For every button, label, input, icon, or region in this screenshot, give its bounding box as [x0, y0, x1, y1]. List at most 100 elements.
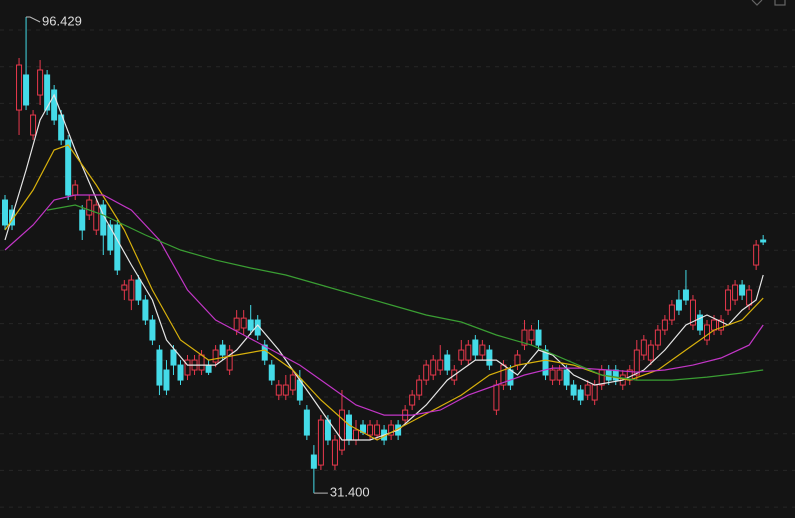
window-icon[interactable]	[774, 0, 786, 6]
candle-body	[563, 369, 570, 386]
candle-body	[472, 339, 479, 356]
candle-body	[93, 204, 100, 231]
candle-body	[514, 354, 521, 366]
candle-body	[430, 359, 437, 376]
candle-body	[135, 279, 142, 301]
candle-body	[732, 284, 739, 301]
candle-body	[640, 339, 647, 356]
candle-body	[226, 349, 233, 371]
candle-body	[338, 409, 345, 451]
candle-body	[689, 299, 696, 326]
candle-body	[198, 354, 205, 371]
candle-body	[212, 349, 219, 363]
candle-body	[493, 384, 500, 411]
candle-body	[72, 184, 79, 196]
candle-body	[591, 384, 598, 401]
candle-body	[633, 349, 640, 376]
candle-body	[289, 374, 296, 391]
candle-body	[409, 394, 416, 406]
candle-body	[51, 89, 58, 121]
candle-body	[542, 349, 549, 376]
candle-body	[668, 304, 675, 321]
candle-body	[486, 349, 493, 366]
candle-body	[760, 239, 767, 243]
candle-body	[219, 344, 226, 356]
candle-body	[661, 319, 668, 331]
candle-body	[275, 384, 282, 396]
candle-body	[240, 317, 247, 329]
candle-body	[423, 364, 430, 381]
candle-body	[261, 344, 268, 361]
candle-body	[570, 384, 577, 396]
candle-body	[753, 244, 760, 266]
candle-body	[303, 409, 310, 436]
candle-body	[317, 419, 324, 466]
collapse-icon[interactable]	[751, 0, 763, 6]
candle-body	[184, 359, 191, 376]
candle-body	[170, 349, 177, 366]
candle-body	[149, 319, 156, 341]
candle-body	[696, 314, 703, 331]
candle-body	[163, 369, 170, 391]
candle-body	[156, 349, 163, 386]
candle-body	[388, 424, 395, 436]
candle-body	[177, 364, 184, 381]
candle-body	[507, 369, 514, 386]
candle-body	[739, 284, 746, 296]
candle-body	[142, 299, 149, 321]
candle-body	[107, 224, 114, 251]
candle-body	[416, 379, 423, 396]
candle-body	[711, 319, 718, 331]
extreme-pointer	[26, 16, 41, 23]
moving-average-line	[4, 144, 764, 441]
candle-body	[268, 364, 275, 381]
candle-body	[535, 329, 542, 346]
candle-body	[718, 319, 725, 331]
candle-body	[121, 284, 128, 291]
candle-body	[675, 299, 682, 311]
moving-average-line	[46, 204, 764, 381]
candle-body	[23, 74, 30, 106]
candle-body	[233, 317, 240, 331]
candle-body	[725, 289, 732, 311]
candle-body	[612, 369, 619, 381]
candle-body	[2, 199, 8, 226]
candle-body	[79, 209, 86, 231]
candle-body	[682, 289, 689, 301]
candle-body	[746, 289, 753, 306]
candle-body	[458, 349, 465, 361]
candle-body	[528, 329, 535, 341]
moving-average-line	[4, 194, 764, 416]
candle-body	[577, 389, 584, 401]
candle-body	[521, 329, 528, 346]
candle-body	[437, 359, 444, 371]
candle-body	[114, 224, 121, 271]
candle-body	[310, 454, 317, 469]
extreme-label: 31.400	[330, 485, 370, 500]
candle-body	[556, 369, 563, 381]
candle-body	[282, 384, 289, 396]
extreme-label: 96.429	[42, 13, 82, 28]
candle-body	[65, 139, 72, 196]
candle-body	[605, 369, 612, 381]
candle-body	[353, 429, 359, 441]
candle-body	[331, 439, 338, 466]
candle-body	[479, 344, 486, 356]
candle-body	[704, 324, 710, 341]
candle-body	[367, 424, 374, 436]
candle-body	[16, 64, 23, 111]
candle-body	[549, 369, 556, 381]
candle-body	[37, 69, 44, 96]
candle-body	[374, 424, 381, 436]
candle-body	[205, 364, 212, 373]
moving-average-line	[4, 93, 764, 441]
candle-body	[598, 369, 605, 386]
candle-body	[465, 344, 472, 361]
candle-body	[584, 384, 591, 396]
candle-body	[647, 344, 654, 361]
candle-body	[345, 414, 352, 441]
candle-body	[44, 74, 51, 111]
candle-body	[30, 114, 37, 136]
